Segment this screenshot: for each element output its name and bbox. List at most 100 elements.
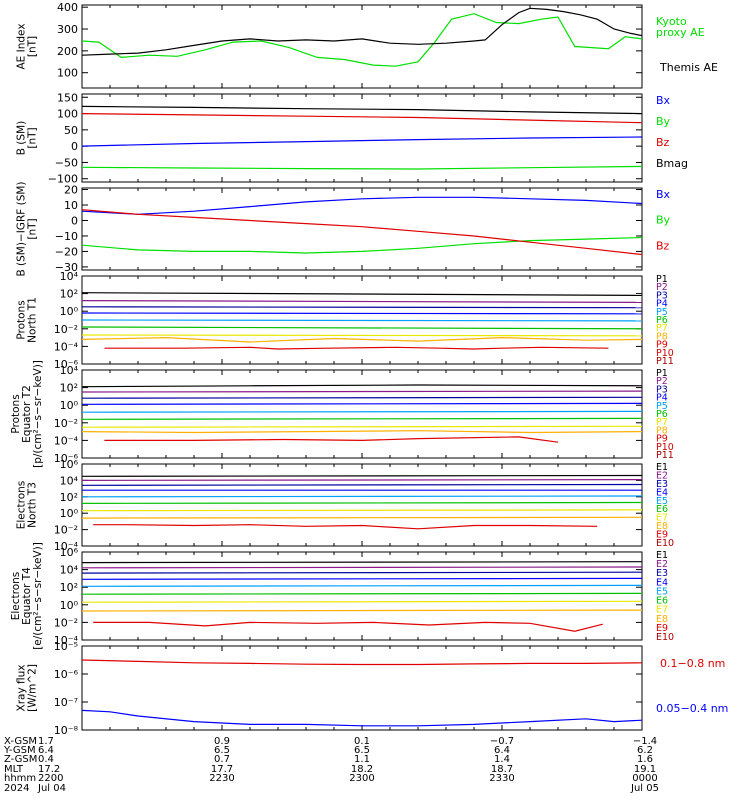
y-tick-label: 300	[57, 23, 78, 36]
series-bsm-bx	[82, 136, 642, 147]
legend-entry: E2	[656, 470, 668, 481]
panel-pn: 10⁻⁶ 10⁻⁴ 10⁻² 10⁰ 10² 10⁴ Protons North T1 P1P2…	[16, 270, 674, 371]
series-pe-p3	[82, 396, 642, 399]
legend-entry: P6	[656, 315, 668, 326]
series-en-e9	[93, 524, 598, 530]
y-axis-label: [nT]	[27, 127, 39, 148]
y-tick-label: 10²	[60, 288, 78, 301]
series-pn-p9	[104, 346, 609, 350]
legend-entry: P10	[656, 348, 674, 359]
x-tick-value: 2230	[209, 773, 234, 784]
legend-entry: P9	[656, 340, 668, 351]
panel-frame	[81, 645, 643, 731]
x-tick-value: 0.4	[38, 754, 54, 765]
legend-entry: E7	[656, 513, 668, 524]
y-tick-label: 10⁰	[60, 507, 79, 520]
series-xray-0-1-0-8-nm	[82, 659, 642, 666]
series-group	[82, 561, 642, 632]
y-tick-label: 10⁻⁴	[54, 434, 79, 447]
x-row-label: X-GSM	[4, 736, 37, 747]
y-axis-label: [nT]	[27, 218, 39, 239]
series-pn-p2	[82, 300, 642, 303]
y-tick-label: −100	[48, 173, 78, 186]
y-axis-label: [W/m^2]	[27, 664, 39, 712]
x-tick-value: 2300	[349, 773, 374, 784]
y-tick-label: 10⁻²	[54, 323, 78, 336]
panel-pe: 10⁻⁶ 10⁻⁴ 10⁻² 10⁰ 10² 10⁴ Protons Equator T2 [p…	[10, 360, 674, 468]
panel-bdiff: −30 −20 −10 0 10 20 B (SM)−IGRF (SM) [nT] Bx By Bz	[16, 181, 671, 276]
panel-frame	[81, 369, 643, 459]
legend-entry: P6	[656, 409, 668, 420]
x-tick-value: 6.4	[38, 745, 54, 756]
x-tick-value: 6.2	[637, 745, 653, 756]
legend-entry: P4	[656, 299, 668, 310]
y-tick-label: 0	[71, 140, 78, 153]
y-tick-label: 10⁴	[60, 364, 79, 377]
legend-entry: Bmag	[656, 157, 688, 170]
y-axis-label: Equator T2	[21, 385, 33, 443]
legend-entry: P8	[656, 425, 668, 436]
panel-frame	[81, 551, 643, 641]
legend-entry: P1	[656, 274, 668, 285]
x-axis-info: X-GSMY-GSMZ-GSMMLThhmm20241.76.40.417.22…	[3, 736, 659, 794]
series-ee-e3	[82, 571, 642, 574]
legend-entry: P2	[656, 376, 668, 387]
x-tick-value: 17.2	[38, 764, 60, 775]
legend-entry: E2	[656, 559, 668, 570]
series-pe-p8	[82, 430, 642, 434]
y-tick-label: 10⁻²	[54, 417, 78, 430]
legend-entry: E1	[656, 550, 668, 561]
x-tick-value: 0.9	[214, 736, 230, 747]
x-tick-value: 1.1	[354, 754, 370, 765]
x-row-label: Y-GSM	[3, 745, 36, 756]
legend-entry: P1	[656, 368, 668, 379]
y-tick-label: −20	[55, 245, 78, 258]
series-group	[82, 474, 642, 530]
series-ee-e1	[82, 561, 642, 564]
series-bdiff-bz	[82, 209, 642, 256]
series-pn-p6	[82, 326, 642, 330]
x-tick-value: Jul 04	[37, 783, 66, 794]
series-pn-p7	[82, 334, 642, 337]
legend-entry: E5	[656, 496, 668, 507]
y-tick-label: 10⁶	[60, 458, 79, 471]
legend-entry: E6	[656, 596, 668, 607]
series-bsm-bmag	[82, 105, 642, 115]
legend-entry: Bz	[656, 136, 670, 149]
x-tick-value: 18.2	[351, 764, 373, 775]
x-tick-value: −1.4	[633, 736, 657, 747]
legend-entry: P5	[656, 401, 668, 412]
series-group	[82, 105, 642, 170]
y-axis-label: North T1	[27, 297, 39, 343]
legend-entry: By	[656, 214, 671, 227]
panel-xray: 10⁻⁸ 10⁻⁷ 10⁻⁶ 10⁻⁵ Xray flux [W/m^2] 0.1−0.8 …	[16, 640, 729, 737]
legend-entry: E8	[656, 614, 668, 625]
y-tick-label: 0	[71, 214, 78, 227]
y-axis-label: [e/(cm²−s−sr−keV)]	[32, 542, 44, 650]
legend-entry: P11	[656, 356, 674, 367]
x-tick-value: Jul 05	[630, 783, 659, 794]
series-ee-e2	[82, 566, 642, 569]
series-en-e8	[82, 516, 642, 519]
series-en-e1	[82, 474, 642, 477]
x-row-label: hhmm	[4, 773, 36, 784]
series-pe-p4	[82, 402, 642, 405]
series-en-e2	[82, 479, 642, 481]
x-tick-value: 6.5	[214, 745, 230, 756]
y-axis-label: Protons	[16, 300, 28, 339]
y-tick-label: 10⁶	[60, 546, 79, 559]
legend-entry: E7	[656, 605, 668, 616]
y-tick-label: 400	[57, 1, 78, 14]
y-tick-label: 10⁻⁸	[54, 724, 79, 737]
series-ae-themis-ae	[82, 7, 642, 56]
x-tick-value: 2200	[38, 773, 63, 784]
series-pe-p2	[82, 390, 642, 393]
y-tick-label: 10⁻²	[54, 524, 78, 537]
panel-bsm: −100 −50 0 50 100 150 B (SM) [nT] Bx By Bz Bmag	[16, 91, 689, 185]
y-tick-label: 10⁻⁴	[54, 540, 79, 553]
legend-entry: P3	[656, 384, 668, 395]
y-axis-label: Electrons	[10, 572, 22, 621]
x-tick-value: 0000	[632, 773, 657, 784]
legend-entry: P7	[656, 323, 668, 334]
y-tick-label: 10²	[60, 491, 78, 504]
